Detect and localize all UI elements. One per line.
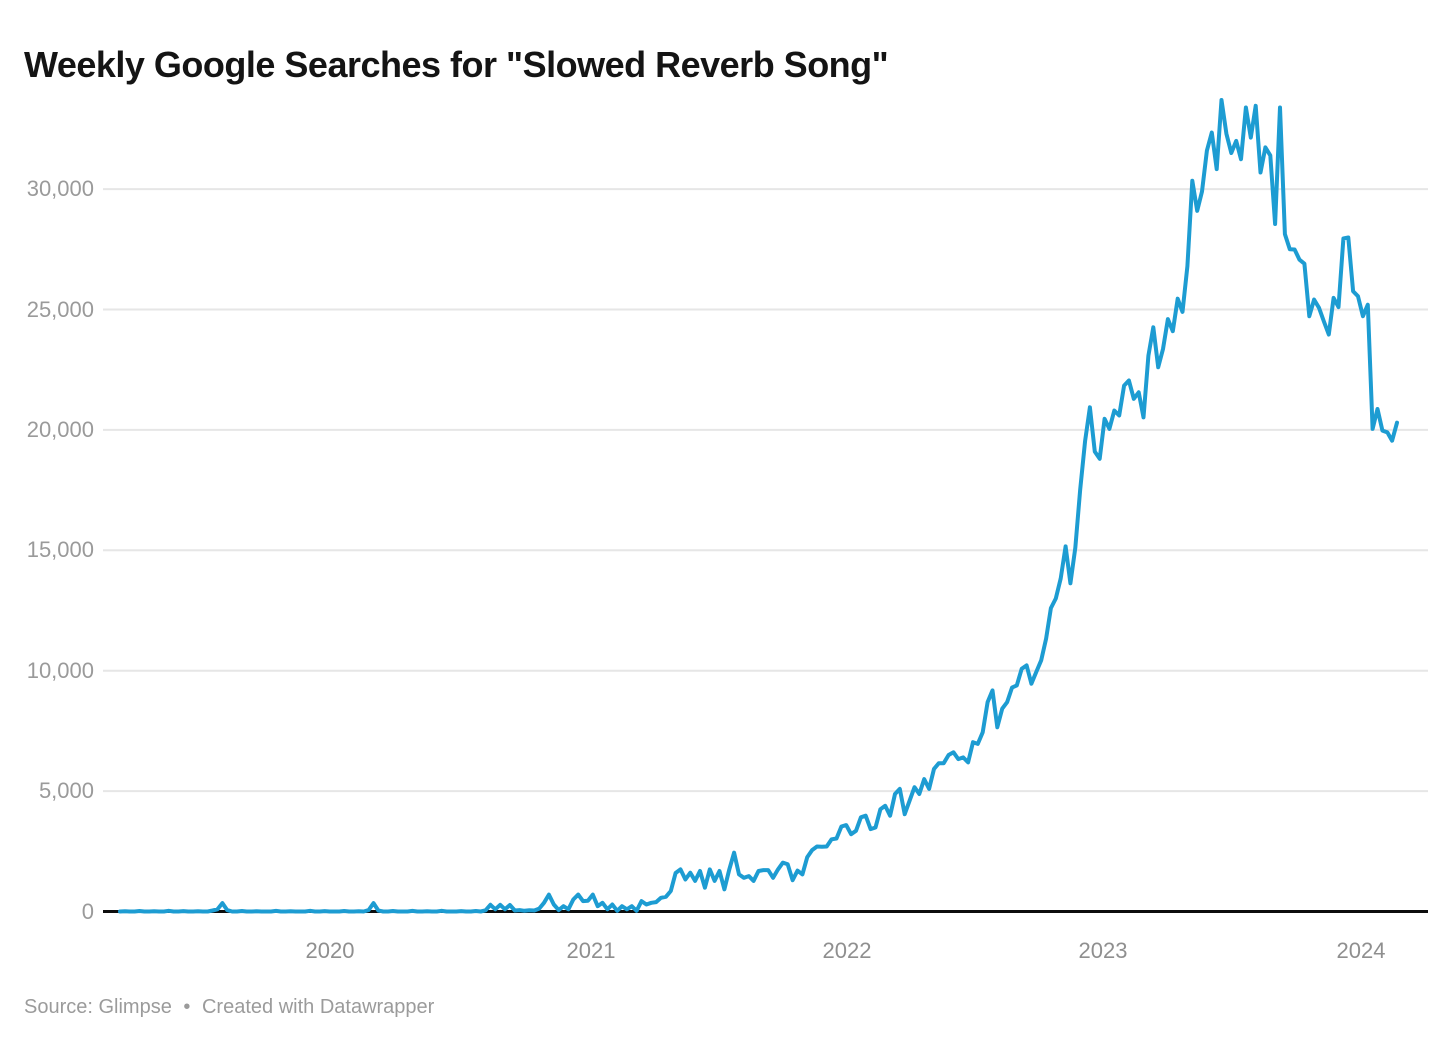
y-tick-label: 15,000	[26, 537, 94, 563]
y-tick-label: 30,000	[26, 176, 94, 202]
source-text: Source: Glimpse	[24, 996, 172, 1018]
x-tick-label: 2021	[566, 938, 616, 963]
x-tick-label: 2023	[1078, 938, 1128, 963]
y-tick-label: 0	[81, 898, 94, 924]
source-note: Source: Glimpse • Created with Datawrapp…	[24, 996, 434, 1019]
y-tick-label: 20,000	[26, 416, 94, 442]
footer-separator: •	[183, 996, 191, 1018]
y-tick-label: 5,000	[38, 778, 94, 804]
chart-title: Weekly Google Searches for "Slowed Rever…	[24, 44, 889, 86]
x-tick-label: 2024	[1336, 938, 1386, 963]
x-tick-label: 2020	[305, 938, 355, 963]
y-tick-label: 10,000	[26, 657, 94, 683]
x-tick-label: 2022	[822, 938, 872, 963]
trend-line[interactable]	[118, 98, 1399, 914]
y-tick-label: 25,000	[26, 296, 94, 322]
datawrapper-credit-link[interactable]: Created with Datawrapper	[201, 996, 435, 1018]
